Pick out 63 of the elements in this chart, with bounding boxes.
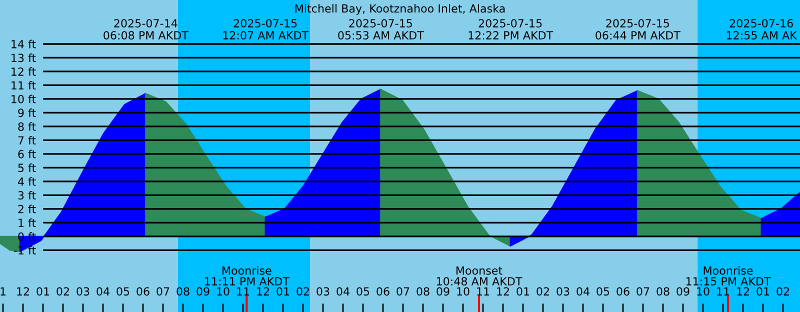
x-tick-label: 06 — [376, 287, 390, 296]
x-tick-label: 1 — [0, 287, 6, 296]
x-tick-label: 01 — [36, 287, 50, 296]
x-tick-label: 04 — [576, 287, 590, 296]
x-tick-label: 07 — [156, 287, 170, 296]
y-tick-label: 10 ft — [12, 94, 36, 104]
x-tick-label: 09 — [436, 287, 450, 296]
x-tick-label: 12 — [497, 287, 509, 296]
y-tick-label: -1 ft — [14, 246, 36, 254]
y-tick-label: 5 ft — [18, 163, 36, 172]
x-tick-label: 04 — [336, 287, 350, 296]
y-tick-label: 2 ft — [18, 204, 36, 214]
ref-line-label: Moonrise 11:15 PM AKDT — [686, 266, 771, 286]
x-tick-label: 07 — [396, 287, 410, 296]
x-tick-label: 12 — [17, 287, 29, 296]
x-tick-label: 09 — [676, 287, 690, 296]
y-tick-label: 8 ft — [18, 122, 36, 131]
x-tick-label: 10 — [457, 287, 470, 296]
x-tick-label: 06 — [136, 287, 150, 296]
x2-tick-label: 2025-07-15 12:22 PM AKDT — [468, 19, 554, 40]
x-tick-label: 11 — [717, 287, 730, 296]
x-tick-label: 05 — [356, 287, 370, 296]
x-tick-label: 02 — [296, 287, 309, 296]
x-tick-label: 03 — [556, 287, 570, 296]
y-tick-label: 3 ft — [18, 190, 36, 200]
x-tick-label: 11 — [237, 287, 250, 296]
x-tick-label: 01 — [756, 287, 770, 296]
y-tick-label: 9 ft — [18, 108, 36, 118]
x-tick-label: 05 — [596, 287, 610, 296]
x-tick-label: 03 — [316, 287, 330, 296]
x-tick-label: 02 — [56, 287, 69, 296]
x-tick-label: 12 — [257, 287, 269, 296]
x-tick-label: 10 — [217, 287, 230, 296]
x2-tick-label: 2025-07-16 12:55 AM AK — [726, 19, 798, 40]
x-tick-label: 01 — [516, 287, 530, 296]
x-tick-label: 09 — [196, 287, 210, 296]
x-tick-label: 08 — [176, 287, 190, 296]
ref-line-label: Moonrise 11:11 PM AKDT — [205, 266, 290, 286]
y-tick-label: 11 ft — [12, 80, 36, 90]
x-tick-label: 05 — [116, 287, 130, 296]
y-tick-label: 12 ft — [12, 67, 36, 76]
y-tick-label: 13 ft — [12, 54, 36, 62]
x2-tick-label: 2025-07-15 12:07 AM AKDT — [223, 19, 309, 40]
x-tick-label: 01 — [276, 287, 290, 296]
x-tick-label: 12 — [737, 287, 749, 296]
x2-tick-label: 2025-07-15 06:44 PM AKDT — [596, 19, 680, 40]
y-tick-label: 4 ft — [18, 177, 36, 186]
y-tick-label: 14 ft — [12, 40, 36, 48]
y-tick-label: 1 ft — [18, 218, 36, 227]
x2-tick-label: 2025-07-15 05:53 AM AKDT — [338, 19, 424, 40]
x-tick-label: 11 — [477, 287, 490, 296]
y-tick-label: 7 ft — [18, 136, 36, 144]
x-tick-label: 07 — [636, 287, 650, 296]
x-tick-label: 02 — [536, 287, 549, 296]
x-tick-label: 10 — [697, 287, 710, 296]
x-tick-label: 06 — [616, 287, 630, 296]
x-tick-label: 04 — [96, 287, 110, 296]
ref-line-label: Moonset 10:48 AM AKDT — [436, 266, 522, 286]
x-tick-label: 02 — [776, 287, 789, 296]
x-tick-label: 03 — [76, 287, 90, 296]
y-tick-label: 6 ft — [18, 150, 36, 158]
x-tick-label: 08 — [416, 287, 430, 296]
x-tick-label: 08 — [656, 287, 670, 296]
